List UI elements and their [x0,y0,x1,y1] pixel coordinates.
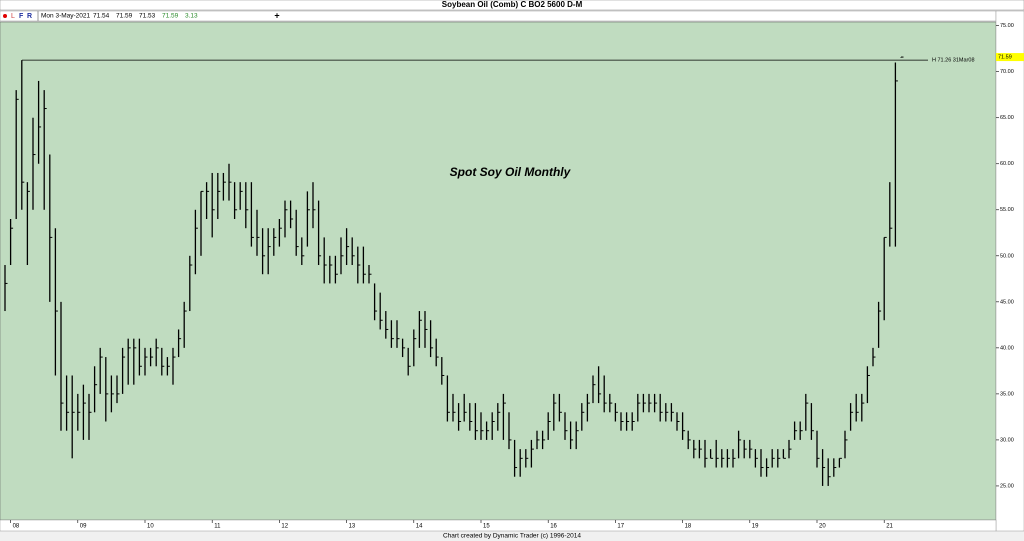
toolbar-button[interactable]: F [19,13,24,20]
x-tick-label: 15 [483,524,490,530]
quote-date: Mon 3-May-2021 [41,13,91,20]
add-button[interactable]: + [274,10,279,20]
x-tick-label: 16 [550,524,557,530]
y-tick-label: 55.00 [1000,207,1014,213]
x-tick-label: 20 [819,524,826,530]
y-tick-label: 60.00 [1000,161,1014,167]
y-tick-label: 40.00 [1000,345,1014,351]
price-axis [995,10,1024,532]
quote-change: 3.13 [185,13,198,20]
window-title: Soybean Oil (Comb) C BO2 5600 D-M [442,0,583,9]
y-tick-label: 25.00 [1000,483,1014,489]
x-tick-label: 08 [13,524,20,530]
x-tick-label: 18 [685,524,692,530]
time-axis [0,519,997,532]
x-tick-label: 11 [214,524,221,530]
x-tick-label: 17 [617,524,624,530]
y-tick-label: 70.00 [1000,69,1014,75]
plot-area [0,21,997,521]
y-tick-label: 35.00 [1000,391,1014,397]
quote-low: 71.53 [139,13,156,20]
x-tick-label: 13 [349,524,356,530]
toolbar-button[interactable]: L [11,13,15,20]
chart-annotation: Spot Soy Oil Monthly [450,165,572,179]
reference-label: H 71.26 31Mar08 [932,58,975,64]
x-tick-label: 10 [147,524,154,530]
quote-open: 71.54 [93,13,110,20]
title-bar [0,0,1024,11]
quote-close: 71.59 [162,13,179,20]
footer: Chart created by Dynamic Trader (c) 1996… [443,533,581,540]
chart-marks: 25.00 30.00 35.00 40.00 45.00 50.00 55.00 60.00… [4,23,1024,530]
y-tick-label: 50.00 [1000,253,1014,259]
y-tick-label: 45.00 [1000,299,1014,305]
quote-high: 71.59 [116,13,133,20]
y-tick-label: 30.00 [1000,437,1014,443]
last-price-marker [996,53,1024,62]
x-tick-label: 19 [752,524,759,530]
toolbar-button[interactable]: R [27,13,32,20]
x-tick-label: 14 [416,524,423,530]
x-tick-label: 12 [281,524,288,530]
y-tick-label: 65.00 [1000,115,1014,121]
last-price-label: 71.59 [998,55,1012,61]
y-tick-label: 75.00 [1000,23,1014,29]
status-dot [3,14,7,18]
x-tick-label: 21 [886,524,893,530]
x-tick-label: 09 [80,524,87,530]
